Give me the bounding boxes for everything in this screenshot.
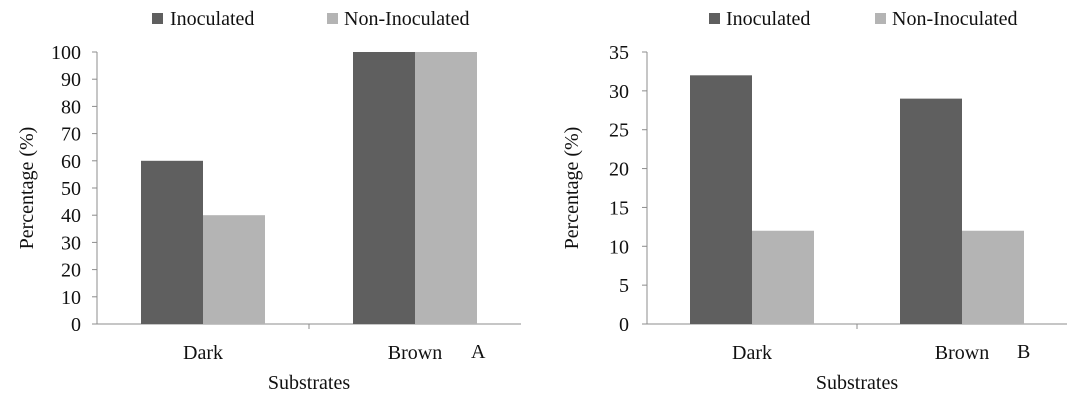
y-tick-label: 5 (619, 275, 629, 297)
y-tick-label: 0 (619, 314, 629, 336)
bar-inoculated-dark (690, 75, 752, 324)
legend-swatch-inoculated (709, 13, 720, 24)
y-tick-label: 10 (609, 236, 629, 258)
y-tick-label: 40 (61, 205, 81, 227)
y-axis-label: Percentage (%) (561, 127, 583, 250)
x-categories: Dark Brown (732, 342, 989, 364)
bar-inoculated-brown (900, 99, 962, 324)
x-category-label: Brown (388, 342, 442, 364)
legend: Inoculated Non-Inoculated (152, 8, 470, 30)
x-category-label: Brown (935, 342, 989, 364)
legend-label-inoculated: Inoculated (170, 8, 254, 30)
y-tick-label: 90 (61, 69, 81, 91)
y-axis-label: Percentage (%) (16, 127, 38, 250)
panel-label: B (1017, 341, 1030, 363)
y-tick-label: 35 (609, 42, 629, 64)
y-tick-label: 0 (71, 314, 81, 336)
y-tick-label: 50 (61, 178, 81, 200)
chart-panel-a: Inoculated Non-Inoculated 0 10 20 30 40 50 60 7… (0, 0, 537, 398)
y-tick-label: 20 (609, 159, 629, 181)
bars (690, 75, 1024, 324)
legend-swatch-non-inoculated (875, 13, 886, 24)
y-tick-label: 30 (609, 81, 629, 103)
y-tick-label: 60 (61, 151, 81, 173)
chart-panel-b: Inoculated Non-Inoculated 0 5 10 15 20 25 30 35… (537, 0, 1074, 398)
bar-inoculated-brown (353, 52, 415, 324)
chart-a-svg: Inoculated Non-Inoculated 0 10 20 30 40 50 60 7… (0, 0, 537, 398)
x-category-label: Dark (732, 342, 772, 364)
y-tick-label: 70 (61, 124, 81, 146)
panel-label: A (471, 341, 486, 363)
y-tick-label: 20 (61, 260, 81, 282)
y-ticks: 0 5 10 15 20 25 30 35 (609, 42, 647, 336)
legend-swatch-inoculated (152, 13, 163, 24)
x-category-label: Dark (183, 342, 223, 364)
y-tick-label: 15 (609, 197, 629, 219)
legend-swatch-non-inoculated (327, 13, 338, 24)
bar-non-inoculated-brown (962, 231, 1024, 324)
y-tick-label: 100 (51, 42, 81, 64)
y-tick-label: 80 (61, 96, 81, 118)
x-categories: Dark Brown (183, 342, 442, 364)
bar-non-inoculated-brown (415, 52, 477, 324)
bars (141, 52, 477, 324)
legend: Inoculated Non-Inoculated (709, 8, 1018, 30)
x-axis-label: Substrates (268, 372, 350, 394)
bar-non-inoculated-dark (203, 215, 265, 324)
y-tick-label: 30 (61, 232, 81, 254)
bar-non-inoculated-dark (752, 231, 814, 324)
y-tick-label: 25 (609, 120, 629, 142)
legend-label-non-inoculated: Non-Inoculated (344, 8, 470, 30)
legend-label-non-inoculated: Non-Inoculated (892, 8, 1018, 30)
chart-b-svg: Inoculated Non-Inoculated 0 5 10 15 20 25 30 35… (537, 0, 1074, 398)
y-tick-label: 10 (61, 287, 81, 309)
y-ticks: 0 10 20 30 40 50 60 70 80 90 100 (51, 42, 97, 336)
legend-label-inoculated: Inoculated (726, 8, 810, 30)
bar-inoculated-dark (141, 161, 203, 324)
x-axis-label: Substrates (816, 372, 898, 394)
